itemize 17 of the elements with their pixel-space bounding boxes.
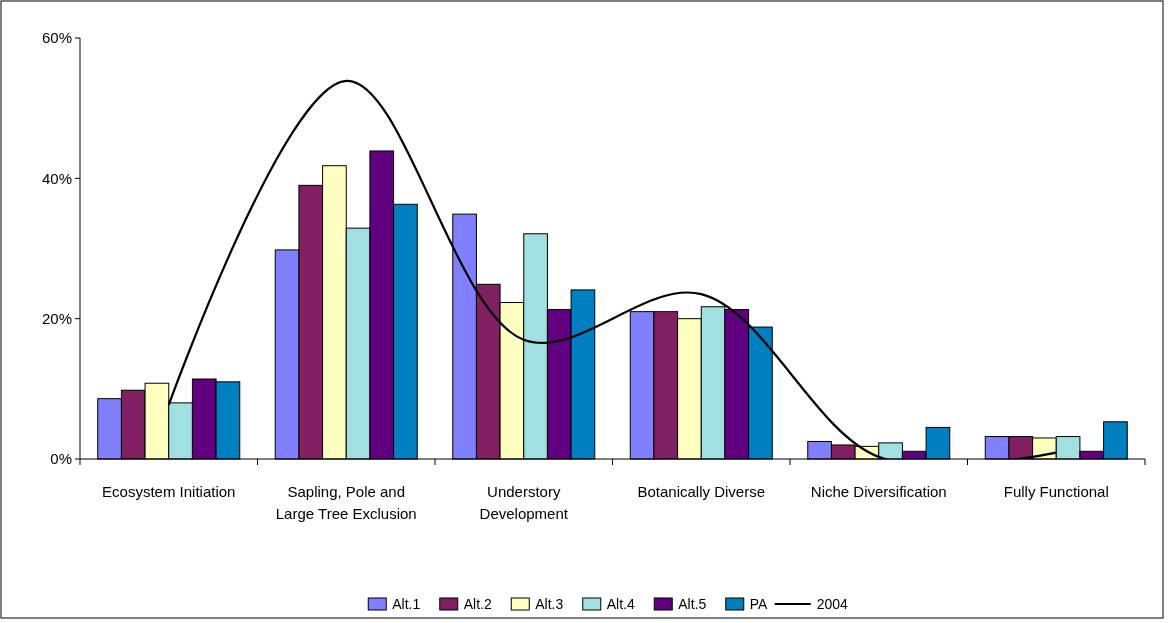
legend-label: Alt.3 bbox=[535, 595, 564, 612]
x-tick-label: Ecosystem Initiation bbox=[102, 483, 236, 500]
legend-label: PA bbox=[749, 595, 769, 612]
x-tick-label: Understory Development bbox=[479, 483, 569, 522]
y-tick-label: 40% bbox=[41, 169, 72, 187]
x-tick-label: Botanically Diverse bbox=[637, 483, 766, 500]
legend-label: Alt.5 bbox=[678, 595, 707, 612]
x-tick-label: Fully Functional bbox=[1003, 483, 1109, 500]
y-tick-label: 20% bbox=[41, 309, 72, 327]
legend-label: Alt.2 bbox=[463, 595, 492, 612]
y-tick-label: 60% bbox=[41, 29, 72, 47]
x-tick-label: Niche Diversification bbox=[810, 483, 947, 500]
legend-label: Alt.1 bbox=[392, 595, 421, 612]
y-tick-label: 0% bbox=[50, 450, 72, 468]
legend-label: 2004 bbox=[816, 595, 849, 612]
legend-label: Alt.4 bbox=[606, 595, 635, 612]
x-tick-label: Sapling, Pole and Large Tree Exclusion bbox=[275, 483, 417, 522]
